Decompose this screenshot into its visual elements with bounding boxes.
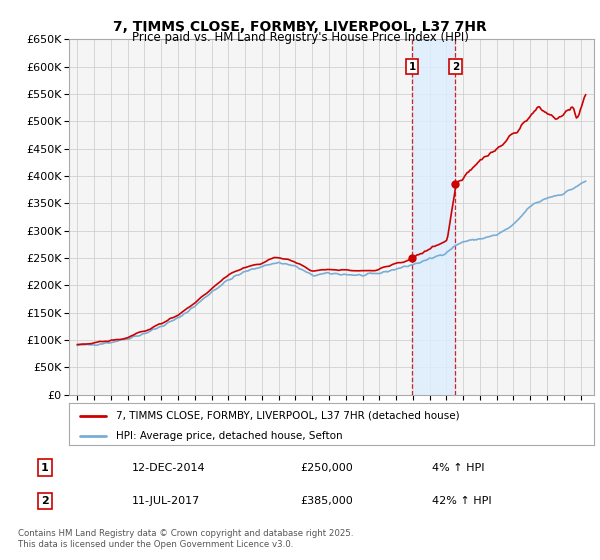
Text: HPI: Average price, detached house, Sefton: HPI: Average price, detached house, Seft…: [116, 431, 343, 441]
Text: 42% ↑ HPI: 42% ↑ HPI: [432, 496, 491, 506]
Text: 4% ↑ HPI: 4% ↑ HPI: [432, 463, 485, 473]
Text: 12-DEC-2014: 12-DEC-2014: [132, 463, 206, 473]
Text: Contains HM Land Registry data © Crown copyright and database right 2025.
This d: Contains HM Land Registry data © Crown c…: [18, 529, 353, 549]
Text: 2: 2: [452, 62, 459, 72]
Text: 1: 1: [41, 463, 49, 473]
Text: 2: 2: [41, 496, 49, 506]
Text: £385,000: £385,000: [300, 496, 353, 506]
Text: 7, TIMMS CLOSE, FORMBY, LIVERPOOL, L37 7HR (detached house): 7, TIMMS CLOSE, FORMBY, LIVERPOOL, L37 7…: [116, 411, 460, 421]
Text: Price paid vs. HM Land Registry's House Price Index (HPI): Price paid vs. HM Land Registry's House …: [131, 31, 469, 44]
Text: 11-JUL-2017: 11-JUL-2017: [132, 496, 200, 506]
Text: £250,000: £250,000: [300, 463, 353, 473]
Bar: [412, 39, 455, 395]
Text: 1: 1: [409, 62, 416, 72]
Text: 7, TIMMS CLOSE, FORMBY, LIVERPOOL, L37 7HR: 7, TIMMS CLOSE, FORMBY, LIVERPOOL, L37 7…: [113, 20, 487, 34]
